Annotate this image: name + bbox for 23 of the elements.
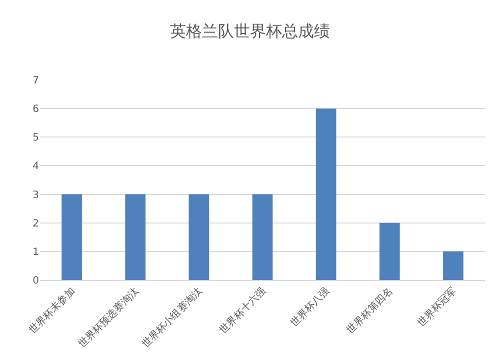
x-tick-label: 世界杯未参加	[26, 285, 78, 336]
bar	[379, 222, 400, 280]
bar	[443, 251, 464, 280]
chart-title: 英格兰队世界杯总成绩	[170, 22, 330, 41]
x-tick-label: 世界杯冠军	[415, 285, 459, 330]
y-tick-label: 3	[32, 190, 39, 201]
bar	[125, 194, 146, 280]
y-tick-label: 1	[32, 246, 39, 258]
x-tick-label: 世界杯八强	[288, 285, 332, 330]
y-tick-label: 2	[32, 218, 39, 230]
bar	[62, 194, 82, 280]
y-tick-label: 7	[32, 76, 39, 86]
bar	[188, 194, 210, 280]
x-tick-label: 世界杯小组赛淘汰	[140, 285, 205, 350]
x-tick-label: 世界杯第四名	[344, 285, 396, 336]
bar	[252, 194, 273, 280]
x-tick-label: 世界杯十六强	[217, 285, 268, 336]
y-tick-label: 0	[32, 276, 39, 286]
x-tick-label: 世界杯预选赛淘汰	[76, 285, 142, 350]
bar	[316, 108, 336, 280]
y-tick-label: 6	[32, 104, 39, 116]
y-tick-label: 5	[32, 132, 39, 144]
y-tick-label: 4	[32, 161, 39, 172]
